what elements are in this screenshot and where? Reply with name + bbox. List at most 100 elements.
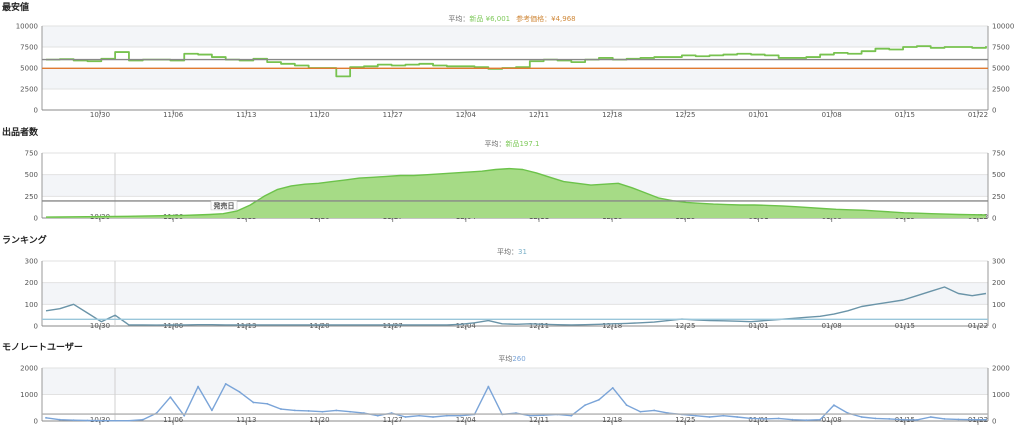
data-point	[58, 418, 61, 421]
x-tick-label: 11/13	[236, 322, 256, 330]
x-tick-label: 01/01	[748, 416, 768, 424]
data-point	[432, 416, 434, 418]
y-tick-label-left: 2000	[20, 365, 38, 373]
average-label: 平均	[498, 354, 512, 363]
y-tick-label-right: 0	[992, 323, 996, 331]
data-point	[874, 417, 877, 420]
y-tick-label-left: 500	[25, 171, 38, 179]
y-tick-label-right: 200	[992, 279, 1005, 287]
data-point	[404, 416, 407, 418]
data-point	[736, 416, 739, 418]
data-point	[915, 419, 918, 421]
data-point	[929, 416, 932, 418]
y-tick-label-left: 100	[25, 301, 38, 309]
data-point	[252, 401, 255, 404]
average-label: 平均：	[497, 247, 518, 256]
x-tick-label: 11/27	[383, 111, 403, 119]
grid-band	[42, 282, 988, 305]
data-point	[445, 414, 448, 417]
x-tick-label: 01/15	[895, 322, 915, 330]
x-tick-label: 11/06	[163, 322, 184, 330]
data-point	[459, 414, 462, 417]
data-point	[584, 404, 587, 406]
y-tick-label-left: 2500	[20, 86, 38, 94]
x-tick-label: 11/20	[309, 416, 329, 424]
average-label: 平均：	[484, 139, 505, 148]
chart-panel-2: 出品者数平均：新品197.10025025050050075075010/301…	[2, 126, 1005, 223]
x-tick-label: 11/13	[236, 111, 256, 119]
data-point	[639, 410, 642, 413]
y-tick-label-left: 0	[34, 323, 38, 331]
chart-title: モノレートユーザー	[2, 342, 83, 353]
series-line	[45, 286, 987, 326]
data-point	[570, 414, 573, 417]
annotation-label: 発売日	[213, 201, 235, 210]
x-tick-label: 12/04	[456, 416, 477, 424]
x-tick-label: 11/20	[309, 111, 329, 119]
data-point	[307, 410, 310, 412]
x-tick-label: 12/25	[675, 322, 695, 330]
y-tick-label-left: 1000	[20, 391, 38, 399]
data-point	[625, 404, 628, 406]
y-tick-label-right: 2000	[992, 365, 1010, 373]
x-tick-label: 12/18	[602, 416, 622, 424]
x-tick-label: 11/06	[163, 111, 184, 119]
data-point	[971, 418, 974, 421]
data-point	[528, 414, 531, 417]
data-point	[860, 416, 863, 418]
data-point	[694, 414, 697, 417]
x-tick-label: 12/11	[529, 322, 549, 330]
x-tick-label: 01/08	[822, 322, 842, 330]
chart-title: 出品者数	[2, 126, 39, 138]
grid-band	[42, 68, 988, 89]
data-point	[224, 383, 227, 385]
annotation-box	[210, 200, 238, 211]
x-tick-label: 12/11	[529, 111, 549, 119]
y-tick-label-left: 0	[34, 418, 38, 426]
x-tick-label: 01/08	[822, 111, 842, 119]
data-point	[750, 417, 752, 420]
y-tick-label-right: 250	[992, 193, 1005, 201]
x-tick-label: 12/18	[602, 111, 622, 119]
data-point	[985, 418, 987, 421]
x-tick-label: 01/01	[748, 111, 768, 119]
y-tick-label-right: 500	[992, 171, 1005, 179]
x-tick-label: 12/18	[602, 322, 622, 330]
data-point	[293, 409, 296, 412]
series-line	[46, 45, 987, 78]
x-tick-label: 01/01	[748, 322, 768, 330]
y-tick-label-left: 250	[25, 193, 38, 201]
data-point	[611, 386, 614, 389]
average-legend: 平均260	[498, 354, 525, 363]
average-value: 参考価格：¥4,968	[516, 14, 576, 23]
data-point	[819, 418, 822, 421]
data-point	[45, 416, 47, 419]
data-point	[763, 417, 766, 420]
grid-band	[42, 26, 988, 47]
data-point	[902, 418, 904, 421]
grid-band	[42, 368, 988, 395]
data-point	[888, 417, 891, 420]
average-legend: 平均：新品197.1	[484, 139, 539, 148]
y-tick-label-right: 2500	[992, 86, 1010, 94]
data-point	[722, 414, 725, 417]
data-point	[321, 410, 324, 413]
chart-title: ランキング	[2, 234, 47, 246]
data-point	[653, 409, 656, 412]
data-point	[833, 404, 835, 406]
data-point	[114, 419, 117, 422]
x-tick-label: 01/15	[895, 111, 915, 119]
y-tick-label-left: 0	[34, 107, 38, 115]
y-tick-label-right: 300	[992, 258, 1005, 266]
y-tick-label-right: 1000	[992, 391, 1010, 399]
x-tick-label: 01/22	[968, 322, 988, 330]
x-tick-label: 01/22	[968, 111, 988, 119]
data-point	[280, 408, 282, 410]
y-tick-label-left: 10000	[16, 23, 38, 31]
series-line	[45, 167, 987, 218]
y-tick-label-left: 750	[25, 150, 38, 158]
x-tick-label: 11/06	[163, 416, 184, 424]
y-tick-label-left: 7500	[20, 44, 38, 52]
